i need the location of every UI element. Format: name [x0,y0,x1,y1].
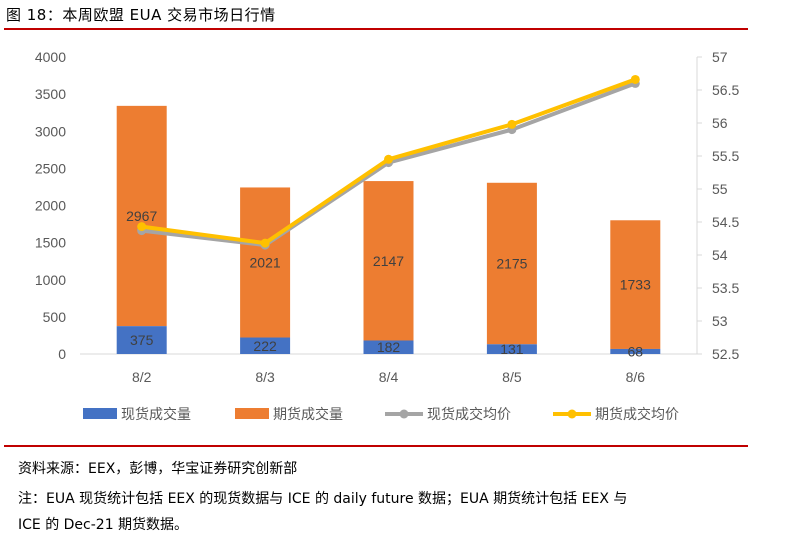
futures-volume-data-label: 2175 [496,256,527,272]
spot-volume-bar [240,337,291,354]
futures-price-point [507,119,517,129]
left-tick-label: 1000 [35,272,66,288]
x-tick-label: 8/6 [626,369,646,385]
left-tick-label: 2000 [35,198,66,214]
futures-volume-data-label: 1733 [620,277,651,293]
x-tick-label: 8/4 [379,369,399,385]
right-tick-label: 57 [712,49,728,65]
legend-marker-spot-price [399,409,409,419]
futures-price-point [384,154,393,164]
right-tick-label: 53 [712,313,728,329]
spot-volume-data-label: 375 [130,332,154,348]
legend-swatch-futures-volume [235,408,269,419]
x-tick-label: 8/5 [502,369,522,385]
left-tick-label: 3500 [35,86,66,102]
right-tick-label: 55 [712,181,728,197]
spot-volume-data-label: 131 [500,341,524,357]
x-tick-label: 8/2 [132,369,152,385]
spot-volume-data-label: 222 [253,338,277,354]
figure-title: 图 18：本周欧盟 EUA 交易市场日行情 [6,6,276,24]
spot-volume-bar [486,344,537,354]
futures-volume-bar [240,187,291,338]
chart: 0 500 1000 1500 2000 2500 3000 3500 4000 52.5 53 53… [35,49,740,423]
legend-label-spot-volume: 现货成交量 [121,406,191,423]
spot-volume-data-label: 68 [628,343,644,359]
chart-bars [116,105,661,354]
chart-lines [137,74,640,250]
left-tick-label: 3000 [35,123,66,139]
right-tick-label: 53.5 [712,280,739,296]
legend-label-futures-price: 期货成交均价 [595,406,679,423]
chart-axes: 0 500 1000 1500 2000 2500 3000 3500 4000 52.5 53 53… [35,49,740,385]
futures-volume-data-label: 2021 [250,254,281,270]
spot-volume-bar [610,348,661,354]
futures-price-point [630,74,640,84]
right-tick-label: 54 [712,247,728,263]
spot-volume-bar [116,326,167,354]
right-tick-label: 55.5 [712,148,739,164]
legend-label-spot-price: 现货成交均价 [427,406,511,423]
futures-volume-bar [610,220,661,349]
legend-swatch-spot-volume [83,408,117,419]
legend-label-futures-volume: 期货成交量 [273,406,343,423]
right-tick-label: 52.5 [712,346,739,362]
futures-volume-data-label: 2967 [126,208,157,224]
source-text: 资料来源：EEX，彭博，华宝证券研究创新部 [18,461,298,477]
futures-price-point [260,238,270,248]
futures-volume-bar [486,182,537,345]
legend-marker-futures-price [567,409,577,419]
spot-volume-bar [363,340,414,354]
note-line-2: ICE 的 Dec-21 期货数据。 [18,517,189,533]
top-rule [4,28,748,30]
futures-volume-data-label: 2147 [373,253,404,269]
right-tick-label: 54.5 [712,214,739,230]
spot-volume-data-label: 182 [377,339,401,355]
right-tick-label: 56.5 [712,82,739,98]
futures-price-point [137,222,147,232]
x-tick-label: 8/3 [255,369,275,385]
left-tick-label: 4000 [35,49,66,65]
chart-data-labels: 375 2967 222 2021 182 2147 131 2175 68 1733 [126,208,651,359]
left-tick-label: 2500 [35,160,66,176]
left-tick-label: 500 [43,309,67,325]
note-line-1: 注：EUA 现货统计包括 EEX 的现货数据与 ICE 的 daily futu… [18,491,628,507]
right-tick-label: 56 [712,115,728,131]
bottom-rule [4,445,748,447]
left-tick-label: 1500 [35,235,66,251]
chart-legend: 现货成交量 期货成交量 现货成交均价 期货成交均价 [83,406,679,423]
futures-volume-bar [363,181,414,341]
left-tick-label: 0 [58,346,66,362]
futures-volume-bar [116,105,167,327]
